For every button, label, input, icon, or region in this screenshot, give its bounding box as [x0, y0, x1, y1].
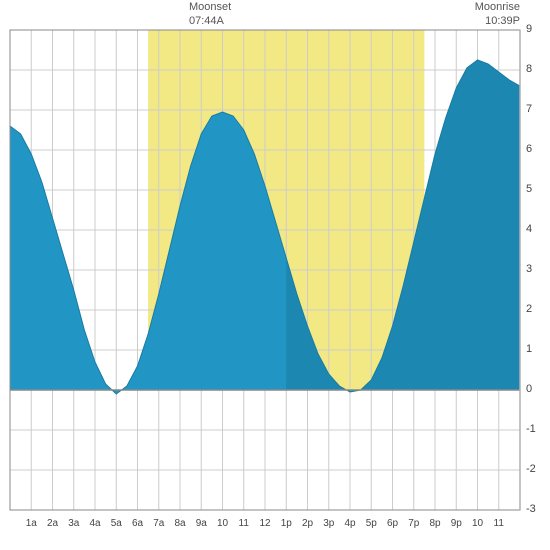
y-tick-label: -3 [526, 503, 546, 515]
x-tick-label: 6p [387, 518, 398, 529]
plot-area [0, 0, 550, 550]
y-tick-label: -1 [526, 423, 546, 435]
y-tick-label: -2 [526, 463, 546, 475]
x-tick-label: 5a [111, 518, 122, 529]
tide-chart: Moonset 07:44A Moonrise 10:39P -3-2-1012… [0, 0, 550, 550]
moonrise-annotation: Moonrise 10:39P [475, 0, 520, 29]
x-tick-label: 10 [217, 518, 228, 529]
x-tick-label: 12 [259, 518, 270, 529]
x-tick-label: 4p [344, 518, 355, 529]
x-tick-label: 4a [89, 518, 100, 529]
x-tick-label: 1p [281, 518, 292, 529]
moonrise-label: Moonrise [475, 0, 520, 14]
x-tick-label: 8a [174, 518, 185, 529]
x-tick-label: 1a [26, 518, 37, 529]
x-tick-label: 9a [196, 518, 207, 529]
x-tick-label: 10 [472, 518, 483, 529]
y-tick-label: 7 [526, 103, 546, 115]
y-tick-label: 3 [526, 263, 546, 275]
y-tick-label: 5 [526, 183, 546, 195]
moonset-annotation: Moonset 07:44A [189, 0, 231, 29]
y-tick-label: 6 [526, 143, 546, 155]
y-tick-label: 4 [526, 223, 546, 235]
x-tick-label: 7p [408, 518, 419, 529]
x-tick-label: 6a [132, 518, 143, 529]
x-tick-label: 3p [323, 518, 334, 529]
x-tick-label: 8p [429, 518, 440, 529]
x-tick-label: 2p [302, 518, 313, 529]
x-tick-label: 5p [366, 518, 377, 529]
y-tick-label: 2 [526, 303, 546, 315]
x-tick-label: 7a [153, 518, 164, 529]
moonrise-time: 10:39P [475, 14, 520, 28]
x-tick-label: 3a [68, 518, 79, 529]
x-tick-label: 9p [451, 518, 462, 529]
y-tick-label: 8 [526, 63, 546, 75]
x-tick-label: 11 [494, 518, 504, 529]
moonset-label: Moonset [189, 0, 231, 14]
y-tick-label: 9 [526, 23, 546, 35]
x-tick-label: 2a [47, 518, 58, 529]
moonset-time: 07:44A [189, 14, 231, 28]
y-tick-label: 0 [526, 383, 546, 395]
x-tick-label: 11 [239, 518, 249, 529]
y-tick-label: 1 [526, 343, 546, 355]
